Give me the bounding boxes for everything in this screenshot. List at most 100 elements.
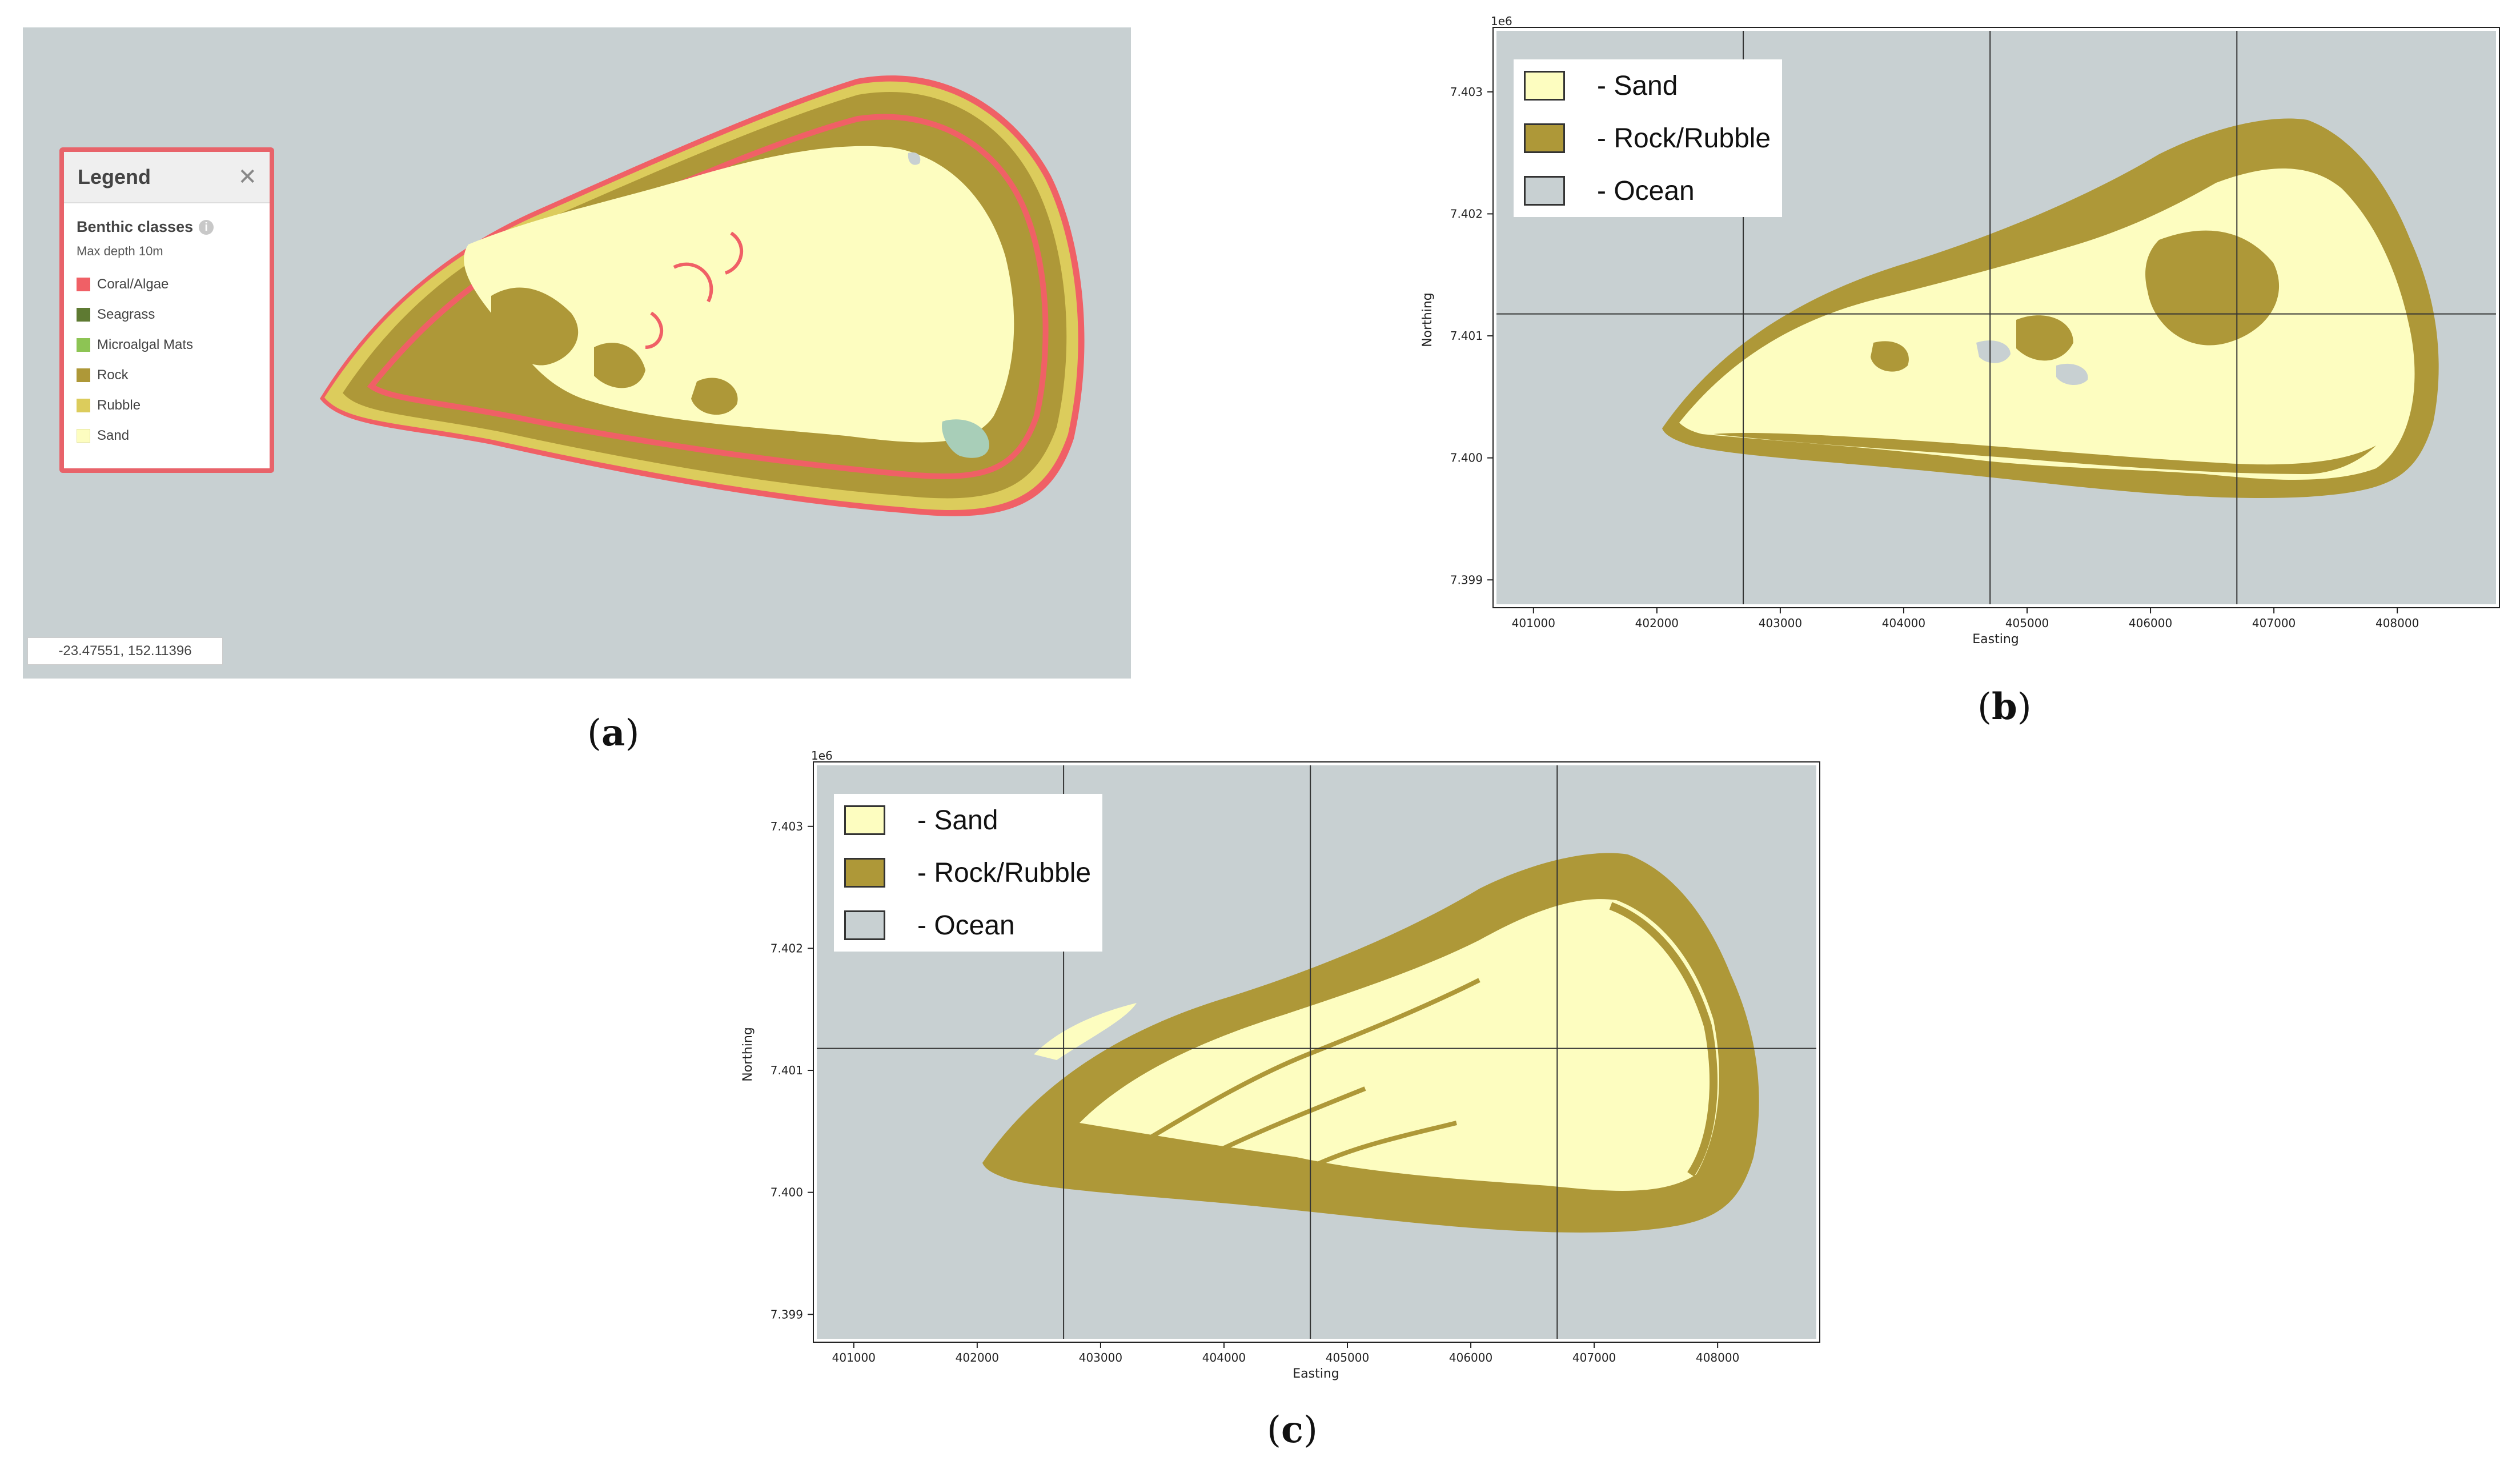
ocean-swatch: [844, 910, 885, 940]
x-tick-label: 406000: [1449, 1351, 1492, 1364]
reef-sand: [1080, 899, 1719, 1191]
legend-section-heading: Benthic classes i: [77, 218, 270, 236]
sand-swatch: [1524, 71, 1565, 101]
y-tick-label: 7.401: [771, 1063, 803, 1077]
legend-item-label: Microalgal Mats: [97, 336, 194, 352]
caption-c: (c): [1267, 1408, 1318, 1451]
rock-patches: [491, 287, 738, 415]
legend-item-label: - Rock/Rubble: [1597, 123, 1771, 154]
legend-item-label: - Ocean: [917, 910, 1015, 941]
y-axis-label: Northing: [741, 1027, 755, 1082]
legend-title: Legend: [78, 165, 151, 188]
x-tick-label: 407000: [2252, 616, 2296, 630]
x-tick-label: 408000: [2375, 616, 2419, 630]
y-ticks: 7.403 7.402 7.401 7.400 7.399: [1450, 85, 1493, 587]
x-tick-label: 404000: [1882, 616, 1925, 630]
offset-label: 1e6: [1491, 14, 1512, 28]
x-ticks: 401000 402000 403000 404000 405000 406000 4070…: [832, 1342, 1739, 1364]
x-tick-label: 403000: [1079, 1351, 1122, 1364]
legend-panel: Legend ✕ Benthic classes i Max depth 10m…: [59, 147, 274, 473]
x-tick-label: 407000: [1572, 1351, 1616, 1364]
panel-a-map[interactable]: [23, 27, 1131, 679]
legend-item-rubble: Rubble: [77, 390, 270, 420]
rock-rubble-swatch: [1524, 123, 1565, 153]
legend-item-seagrass: Seagrass: [77, 299, 270, 330]
info-icon[interactable]: i: [199, 219, 214, 235]
cay-spot: [908, 152, 921, 165]
microalgal-swatch: [77, 338, 90, 352]
y-tick-label: 7.400: [771, 1186, 803, 1199]
rubble-swatch: [77, 398, 90, 412]
y-tick-label: 7.401: [1450, 329, 1483, 343]
x-tick-label: 402000: [956, 1351, 999, 1364]
legend-item-label: Coral/Algae: [97, 276, 169, 292]
legend-item-coral: Coral/Algae: [77, 269, 270, 299]
legend-item-sand: - Sand: [1514, 59, 1782, 112]
legend-item-ocean: - Ocean: [1514, 164, 1782, 217]
close-icon[interactable]: ✕: [238, 164, 257, 190]
legend-item-rock-rubble: - Rock/Rubble: [834, 846, 1102, 899]
caption-a-label: a: [601, 712, 625, 754]
x-tick-label: 402000: [1635, 616, 1679, 630]
legend-section-label: Benthic classes: [77, 218, 194, 235]
legend-header: Legend ✕: [64, 152, 270, 203]
legend-item-label: - Ocean: [1597, 175, 1695, 206]
legend-item-microalgal: Microalgal Mats: [77, 330, 270, 360]
rock-rubble-swatch: [844, 858, 885, 888]
y-axis-label: Northing: [1420, 292, 1435, 347]
legend-item-rock: Rock: [77, 360, 270, 390]
panel-c: 401000 402000 403000 404000 405000 406000 4070…: [737, 735, 1840, 1473]
coral-patches: [645, 231, 743, 349]
y-ticks: 7.403 7.402 7.401 7.400 7.399: [771, 820, 813, 1321]
x-tick-label: 405000: [1326, 1351, 1369, 1364]
x-tick-label: 408000: [1696, 1351, 1739, 1364]
reef-rock-patches: [1871, 230, 2280, 372]
x-tick-label: 405000: [2005, 616, 2049, 630]
y-tick-label: 7.402: [1450, 207, 1483, 220]
rock-swatch: [77, 368, 90, 382]
legend-item-rock-rubble: - Rock/Rubble: [1514, 112, 1782, 164]
coordinate-readout: -23.47551, 152.11396: [27, 637, 223, 665]
caption-b-label: b: [1991, 685, 2017, 728]
y-tick-label: 7.399: [1450, 573, 1483, 587]
x-axis-label: Easting: [1972, 632, 2019, 647]
reef-rock-ring-inner: [1609, 902, 1718, 1177]
x-axis-label: Easting: [1293, 1367, 1339, 1381]
x-tick-label: 406000: [2129, 616, 2172, 630]
sand-swatch: [77, 428, 90, 443]
legend-item-ocean: - Ocean: [834, 899, 1102, 952]
seagrass-swatch: [77, 307, 90, 322]
plot-legend: - Sand - Rock/Rubble - Ocean: [1514, 59, 1782, 217]
legend-item-label: - Sand: [1597, 70, 1678, 101]
x-tick-label: 403000: [1759, 616, 1802, 630]
reef-rock-veins: [1135, 978, 1480, 1171]
panel-a-map-svg: [23, 27, 1131, 679]
offset-label: 1e6: [811, 749, 833, 762]
x-tick-label: 404000: [1202, 1351, 1246, 1364]
y-tick-label: 7.402: [771, 941, 803, 955]
legend-item-label: - Rock/Rubble: [917, 857, 1092, 888]
y-tick-label: 7.403: [1450, 85, 1483, 99]
legend-item-label: Rubble: [97, 397, 141, 413]
x-tick-label: 401000: [832, 1351, 876, 1364]
caption-a: (a): [587, 712, 640, 754]
x-ticks: 401000 402000 403000 404000 405000 406000 4070…: [1512, 608, 2419, 630]
legend-item-sand: Sand: [77, 420, 270, 451]
panel-b: 401000 402000 403000 404000 405000 406000 4070…: [1417, 0, 2520, 728]
plot-legend: - Sand - Rock/Rubble - Ocean: [834, 794, 1102, 952]
reef-sand-rim: [1034, 1003, 1137, 1060]
coral-swatch: [77, 277, 90, 291]
seagrass-patch: [942, 419, 989, 458]
ocean-swatch: [1524, 176, 1565, 206]
caption-c-label: c: [1281, 1408, 1303, 1451]
legend-item-label: Rock: [97, 367, 129, 383]
legend-item-label: Sand: [97, 427, 130, 443]
y-tick-label: 7.399: [771, 1307, 803, 1321]
reef-rock-band: [1714, 432, 2376, 474]
y-tick-label: 7.400: [1450, 451, 1483, 465]
x-tick-label: 401000: [1512, 616, 1555, 630]
legend-body: Benthic classes i Max depth 10m Coral/Al…: [64, 203, 270, 451]
legend-subtitle: Max depth 10m: [77, 244, 163, 258]
y-tick-label: 7.403: [771, 820, 803, 833]
legend-item-sand: - Sand: [834, 794, 1102, 846]
